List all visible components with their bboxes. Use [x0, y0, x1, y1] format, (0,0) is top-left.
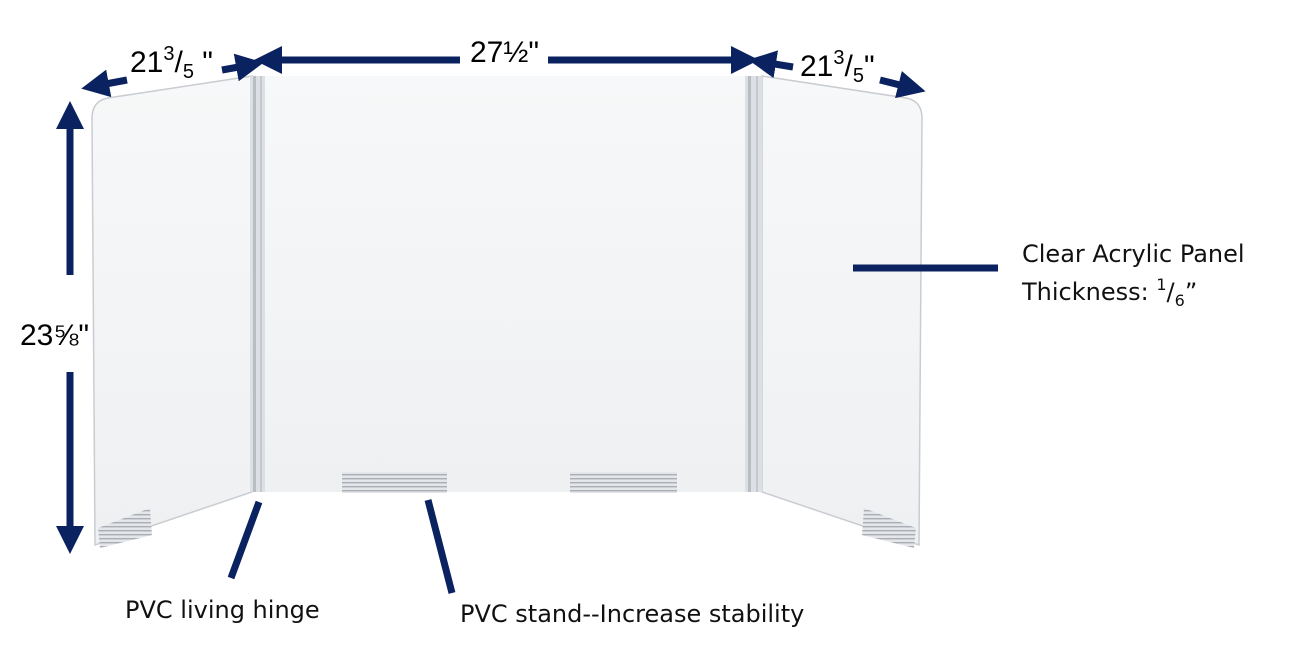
- center-panel: [265, 76, 745, 492]
- pvc-stand: [98, 508, 152, 548]
- panel-thickness-callout: Thickness: 1/6”: [1021, 275, 1197, 310]
- hinge-callout: PVC living hinge: [125, 596, 320, 624]
- pvc-stand: [862, 508, 916, 548]
- right-hinge: [745, 76, 762, 492]
- left-hinge: [250, 76, 265, 492]
- stand-callout: PVC stand--Increase stability: [460, 600, 804, 628]
- right-width-label: 213/5": [800, 47, 875, 87]
- pvc-stand: [570, 472, 677, 493]
- height-label: 23⅝": [20, 319, 89, 352]
- left-panel: [91, 75, 253, 547]
- center-width-label: 27½": [470, 36, 539, 69]
- dimension-arrows: [56, 46, 998, 594]
- right-panel: [761, 75, 923, 547]
- pvc-stand: [342, 472, 447, 493]
- panel-callout-title: Clear Acrylic Panel: [1022, 240, 1245, 268]
- left-width-label: 213/5 ": [130, 43, 213, 83]
